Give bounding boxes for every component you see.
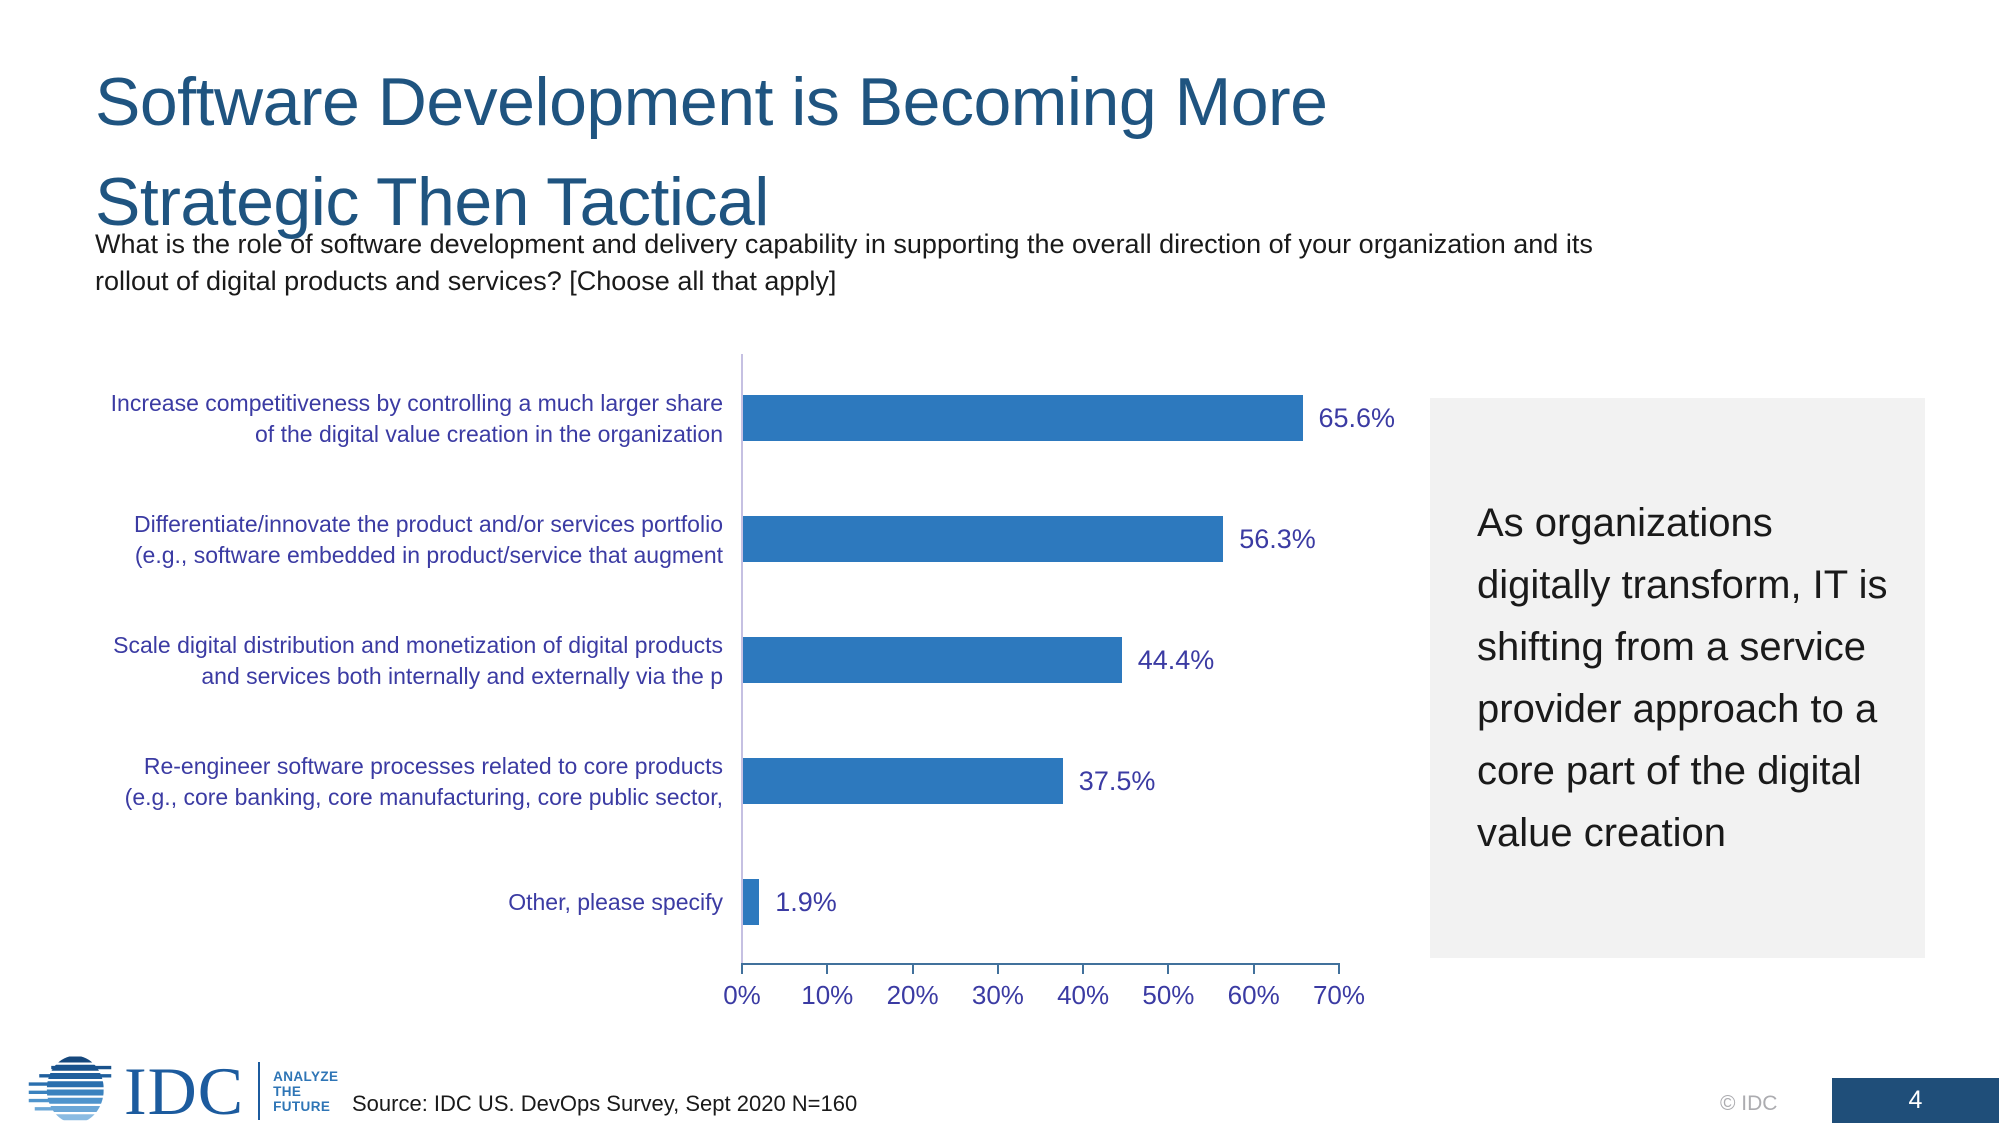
survey-question: What is the role of software development… bbox=[95, 226, 1945, 300]
chart-row-1: Increase competitiveness by controlling … bbox=[95, 358, 1395, 479]
category-label: Other, please specify bbox=[508, 889, 723, 915]
bar bbox=[743, 395, 1303, 441]
slide-title: Software Development is Becoming More Str… bbox=[95, 52, 1555, 252]
chart-x-axis-line bbox=[741, 963, 1340, 965]
callout-text: As organizations digitally transform, IT… bbox=[1477, 501, 1888, 855]
x-tick-mark bbox=[1252, 963, 1255, 974]
x-tick-mark bbox=[741, 963, 743, 974]
chart-y-axis-line bbox=[741, 354, 743, 965]
x-tick-mark bbox=[1338, 963, 1340, 974]
survey-question-line-1: What is the role of software development… bbox=[95, 229, 1593, 259]
value-label: 56.3% bbox=[1239, 524, 1316, 554]
idc-tagline-line-1: ANALYZE bbox=[273, 1068, 339, 1084]
slide-title-line-2: Strategic Then Tactical bbox=[95, 163, 769, 240]
bar bbox=[743, 516, 1224, 562]
x-tick-label: 70% bbox=[1312, 980, 1366, 1010]
x-tick-mark bbox=[996, 963, 999, 974]
bar-chart: Increase competitiveness by controlling … bbox=[95, 354, 1395, 1023]
x-tick-mark bbox=[1167, 963, 1170, 974]
x-tick-label: 0% bbox=[723, 980, 761, 1010]
chart-row-2: Differentiate/innovate the product and/o… bbox=[95, 479, 1395, 600]
category-label: Re-engineer software processes related t… bbox=[124, 752, 723, 810]
source-note: Source: IDC US. DevOps Survey, Sept 2020… bbox=[352, 1091, 858, 1116]
idc-globe-icon bbox=[28, 1056, 112, 1121]
copyright-note: © IDC bbox=[1720, 1092, 1778, 1115]
chart-row-5: Other, please specify 1.9% bbox=[95, 842, 1395, 963]
bar bbox=[743, 879, 760, 925]
category-label: Increase competitiveness by controlling … bbox=[110, 389, 723, 447]
x-tick-label: 50% bbox=[1142, 980, 1195, 1010]
x-tick-label: 40% bbox=[1057, 980, 1110, 1010]
value-label: 37.5% bbox=[1078, 766, 1156, 796]
slide-title-line-1: Software Development is Becoming More bbox=[95, 63, 1328, 140]
idc-tagline-line-3: FUTURE bbox=[273, 1098, 331, 1114]
survey-question-line-2: rollout of digital products and services… bbox=[95, 266, 837, 296]
category-label: Scale digital distribution and monetizat… bbox=[113, 631, 723, 689]
x-tick-label: 60% bbox=[1227, 980, 1280, 1010]
value-label: 65.6% bbox=[1318, 403, 1396, 433]
x-tick-mark bbox=[911, 963, 914, 974]
value-label: 44.4% bbox=[1137, 645, 1215, 675]
idc-logo-word: IDC bbox=[124, 1053, 245, 1129]
callout-box: As organizations digitally transform, IT… bbox=[1430, 398, 1925, 958]
idc-logo-divider bbox=[258, 1062, 261, 1120]
idc-logo: IDC ANALYZE THE FUTURE bbox=[28, 1052, 338, 1130]
page-number-box: 4 bbox=[1832, 1078, 1999, 1123]
value-label: 1.9% bbox=[775, 887, 837, 917]
x-tick-mark bbox=[826, 963, 829, 974]
idc-logo-tagline: ANALYZE THE FUTURE bbox=[273, 1069, 338, 1114]
bar bbox=[743, 637, 1122, 683]
x-tick-label: 30% bbox=[971, 980, 1024, 1010]
idc-tagline-line-2: THE bbox=[273, 1083, 302, 1099]
x-tick-label: 10% bbox=[801, 980, 854, 1010]
chart-row-4: Re-engineer software processes related t… bbox=[95, 721, 1395, 842]
bar bbox=[743, 758, 1063, 804]
chart-row-3: Scale digital distribution and monetizat… bbox=[95, 600, 1395, 721]
x-tick-mark bbox=[1082, 963, 1085, 974]
page-number: 4 bbox=[1908, 1086, 1923, 1114]
x-tick-label: 20% bbox=[886, 980, 939, 1010]
category-label: Differentiate/innovate the product and/o… bbox=[134, 510, 723, 568]
